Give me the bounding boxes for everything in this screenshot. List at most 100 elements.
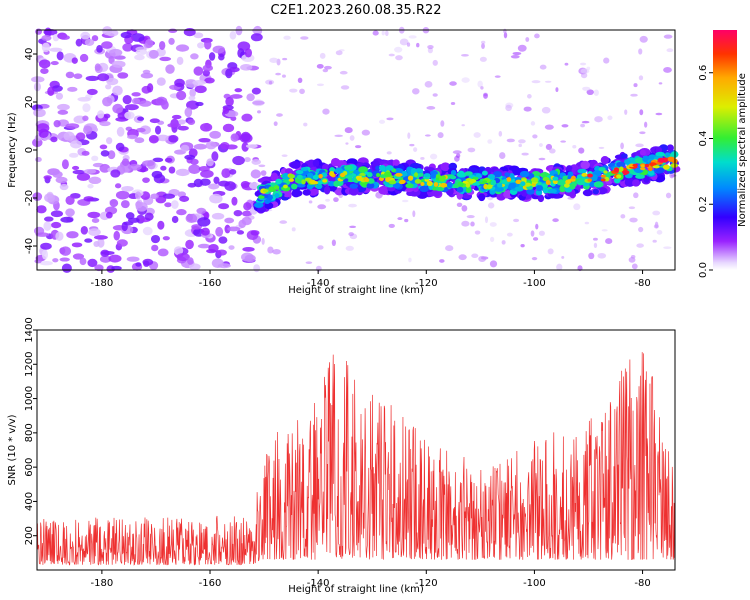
noise-cell	[112, 85, 123, 96]
noise-cell	[629, 217, 638, 223]
noise-cell	[322, 68, 329, 73]
signal-cell	[600, 155, 610, 165]
noise-cell	[175, 168, 190, 177]
noise-cell	[60, 216, 74, 223]
noise-cell	[83, 125, 93, 135]
noise-cell	[636, 243, 644, 248]
x-tick-label: -100	[523, 578, 546, 589]
signal-cell	[378, 185, 390, 195]
signal-cell	[556, 179, 566, 186]
noise-cell	[124, 104, 139, 111]
noise-cell	[506, 232, 513, 237]
noise-cell	[152, 157, 164, 163]
signal-cell	[581, 172, 588, 177]
noise-cell	[588, 252, 595, 260]
y-tick-label: -20	[24, 190, 35, 206]
noise-cell	[33, 108, 46, 118]
signal-cell	[519, 170, 530, 178]
noise-cell	[593, 237, 598, 241]
noise-cell	[83, 196, 95, 202]
noise-cell	[238, 219, 247, 229]
noise-cell	[481, 43, 485, 49]
noise-cell	[167, 122, 181, 128]
noise-cell	[283, 35, 291, 40]
signal-cell	[318, 173, 323, 179]
signal-cell	[523, 182, 532, 187]
noise-cell	[603, 57, 610, 64]
noise-cell	[227, 226, 241, 232]
noise-cell	[66, 231, 79, 239]
noise-cell	[31, 76, 45, 83]
noise-cell	[53, 120, 61, 128]
signal-cell	[329, 170, 335, 177]
noise-cell	[628, 206, 636, 210]
signal-cell	[327, 181, 336, 187]
noise-cell	[639, 109, 644, 116]
signal-cell	[315, 184, 323, 190]
noise-cell	[110, 169, 121, 178]
noise-cell	[157, 248, 169, 257]
noise-cell	[112, 103, 124, 114]
noise-cell	[41, 249, 49, 260]
signal-cell	[577, 168, 587, 174]
noise-cell	[282, 57, 288, 61]
noise-cell	[333, 197, 339, 203]
noise-cell	[345, 245, 354, 251]
noise-cell	[97, 110, 105, 119]
noise-cell	[56, 51, 64, 61]
noise-cell	[175, 44, 190, 52]
noise-cell	[653, 224, 659, 229]
signal-cell	[600, 178, 606, 182]
signal-cell	[481, 170, 488, 176]
noise-cell	[633, 192, 639, 199]
noise-cell	[43, 28, 58, 36]
noise-cell	[348, 203, 357, 208]
signal-cell	[541, 183, 549, 188]
signal-cell	[295, 169, 304, 175]
noise-cell	[35, 28, 43, 35]
y-tick-label: 20	[24, 96, 35, 109]
noise-cell	[202, 69, 210, 77]
noise-cell	[483, 93, 488, 99]
noise-cell	[449, 81, 457, 86]
noise-cell	[386, 117, 394, 121]
noise-cell	[487, 139, 493, 144]
noise-cell	[80, 31, 91, 40]
noise-cell	[84, 38, 95, 46]
signal-cell	[616, 161, 626, 168]
noise-cell	[586, 89, 594, 96]
noise-cell	[416, 42, 420, 48]
signal-cell	[457, 181, 464, 187]
noise-cell	[142, 160, 155, 167]
snr-panel: -180 -160 -140 -120 -100 -80 200 400 600 800 1000 1…	[7, 317, 676, 595]
noise-cell	[652, 239, 657, 243]
noise-cell	[489, 260, 498, 268]
noise-cell	[552, 218, 559, 223]
noise-cell	[545, 143, 553, 151]
noise-cell	[208, 243, 219, 253]
noise-cell	[272, 248, 281, 255]
noise-cell	[317, 245, 324, 250]
noise-cell	[234, 88, 243, 93]
noise-cell	[388, 223, 395, 229]
noise-cell	[470, 221, 475, 227]
x-tick-label: -80	[634, 578, 650, 589]
noise-cell	[560, 140, 567, 143]
noise-cell	[324, 65, 332, 70]
noise-cell	[241, 53, 255, 62]
noise-cell	[246, 93, 255, 102]
signal-cell	[647, 170, 655, 176]
noise-cell	[65, 195, 75, 206]
noise-cell	[261, 237, 265, 245]
noise-cell	[91, 35, 99, 42]
noise-cell	[633, 83, 638, 88]
noise-cell	[593, 242, 598, 248]
noise-cell	[184, 107, 193, 118]
noise-cell	[116, 239, 128, 247]
noise-cell	[43, 221, 52, 231]
noise-cell	[39, 261, 53, 266]
noise-cell	[251, 159, 261, 165]
noise-cell	[101, 41, 113, 49]
signal-cell	[482, 180, 488, 184]
noise-cell	[513, 218, 520, 223]
